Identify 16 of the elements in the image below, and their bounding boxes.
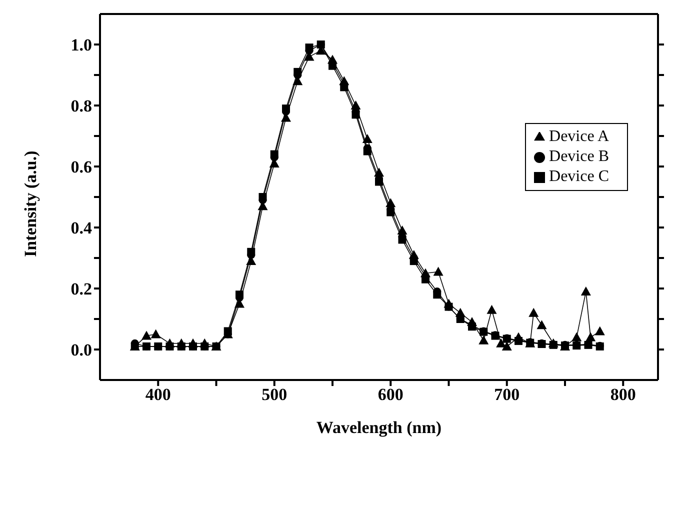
- x-tick-label: 700: [494, 385, 520, 404]
- x-tick-label: 600: [378, 385, 404, 404]
- y-tick-label: 0.0: [70, 340, 92, 360]
- x-tick-label: 500: [262, 385, 288, 404]
- y-tick-label: 0.4: [70, 218, 92, 238]
- x-tick-label: 800: [610, 385, 636, 404]
- x-tick-label: 400: [145, 385, 171, 404]
- y-axis-title: Intensity (a.u.): [21, 150, 40, 257]
- x-axis-title: Wavelength (nm): [316, 418, 442, 437]
- y-tick-label: 0.2: [70, 280, 92, 299]
- legend-label: Device B: [549, 148, 609, 165]
- legend-label: Device C: [549, 168, 609, 185]
- y-tick-label: 1.0: [70, 36, 92, 55]
- y-tick-label: 0.6: [70, 158, 92, 177]
- legend-label: Device A: [549, 128, 609, 145]
- y-tick-label: 0.8: [70, 96, 92, 116]
